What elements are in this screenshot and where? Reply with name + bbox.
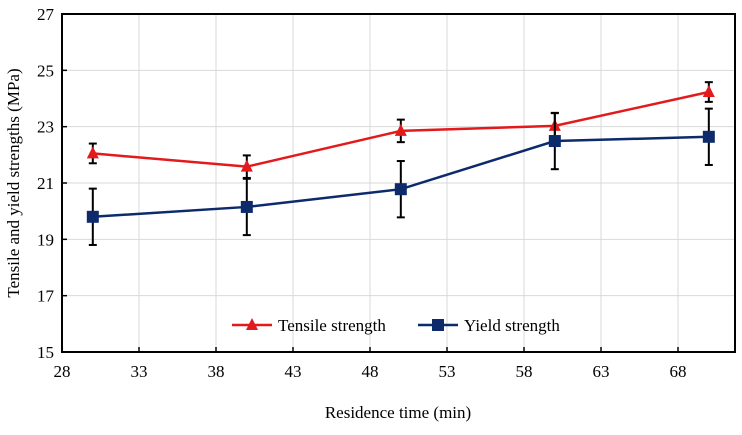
y-tick-label: 27 bbox=[37, 5, 55, 24]
legend-marker bbox=[432, 319, 444, 331]
legend-item: Tensile strength bbox=[232, 316, 386, 335]
x-tick-label: 28 bbox=[54, 362, 71, 381]
plot-frame bbox=[61, 13, 736, 353]
gridlines bbox=[61, 13, 735, 353]
series-group bbox=[86, 81, 715, 246]
y-tick-label: 17 bbox=[37, 287, 55, 306]
y-tick-label: 23 bbox=[37, 118, 54, 137]
x-tick-label: 48 bbox=[362, 362, 379, 381]
y-tick-label: 15 bbox=[37, 343, 54, 362]
legend-item: Yield strength bbox=[418, 316, 560, 335]
data-point bbox=[86, 210, 99, 223]
data-point bbox=[702, 85, 715, 98]
data-point bbox=[394, 123, 407, 136]
tick-labels: 28 33 38 43 48 53 58 63 68 15 17 19 21 23 25 27 bbox=[37, 5, 687, 381]
legend-label: Yield strength bbox=[464, 316, 560, 335]
data-point bbox=[702, 130, 715, 143]
x-axis-label: Residence time (min) bbox=[325, 403, 471, 422]
data-point bbox=[240, 159, 253, 172]
x-tick-label: 68 bbox=[670, 362, 687, 381]
legend: Tensile strength Yield strength bbox=[232, 316, 560, 335]
legend-label: Tensile strength bbox=[278, 316, 386, 335]
data-point bbox=[240, 200, 253, 213]
x-tick-label: 63 bbox=[593, 362, 610, 381]
data-point bbox=[86, 146, 99, 159]
y-tick-label: 25 bbox=[37, 61, 54, 80]
series-tensile-strength bbox=[86, 81, 715, 179]
y-axis-label: Tensile and yield strengths (MPa) bbox=[4, 68, 23, 297]
legend-marker bbox=[246, 318, 258, 330]
x-tick-label: 33 bbox=[131, 362, 148, 381]
data-point bbox=[394, 183, 407, 196]
x-tick-label: 58 bbox=[516, 362, 533, 381]
x-tick-label: 38 bbox=[208, 362, 225, 381]
x-tick-label: 53 bbox=[439, 362, 456, 381]
data-point bbox=[548, 135, 561, 148]
x-tick-label: 43 bbox=[285, 362, 302, 381]
y-tick-label: 21 bbox=[37, 174, 54, 193]
y-tick-label: 19 bbox=[37, 230, 54, 249]
series-yield-strength bbox=[86, 107, 715, 246]
